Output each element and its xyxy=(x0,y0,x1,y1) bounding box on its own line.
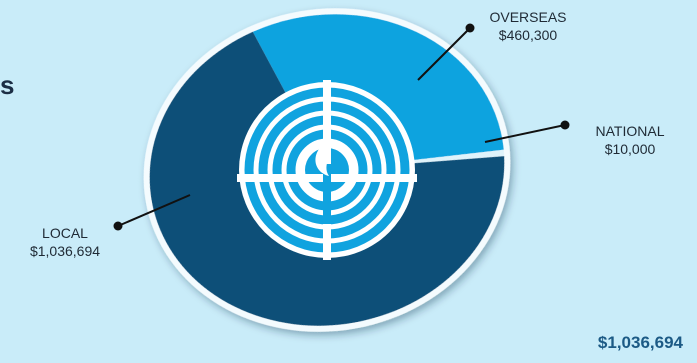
label-local: LOCAL $1,036,694 xyxy=(10,224,120,260)
label-overseas-value: $460,300 xyxy=(498,27,558,44)
leader-local-line xyxy=(117,194,191,227)
label-national-value: $10,000 xyxy=(604,141,656,158)
total-amount: $1,036,694 xyxy=(597,333,683,352)
leader-local-dot xyxy=(113,221,123,231)
label-national-name: NATIONAL xyxy=(595,123,665,139)
leader-overseas-dot xyxy=(465,23,475,33)
leader-national-line xyxy=(484,124,566,143)
emblem-flame xyxy=(315,140,331,176)
label-overseas-name: OVERSEAS xyxy=(489,9,567,25)
emblem-stem xyxy=(323,164,331,224)
label-local-name: LOCAL xyxy=(42,225,88,241)
label-national: NATIONAL $10,000 xyxy=(570,122,690,158)
label-overseas: OVERSEAS $460,300 xyxy=(468,8,588,44)
leader-national-dot xyxy=(560,120,570,130)
leader-overseas-line xyxy=(417,27,471,81)
leader-lines xyxy=(113,23,570,231)
cropped-heading-text: s xyxy=(0,70,15,100)
menorah-logo-icon xyxy=(237,80,417,260)
label-local-value: $1,036,694 xyxy=(29,243,101,260)
